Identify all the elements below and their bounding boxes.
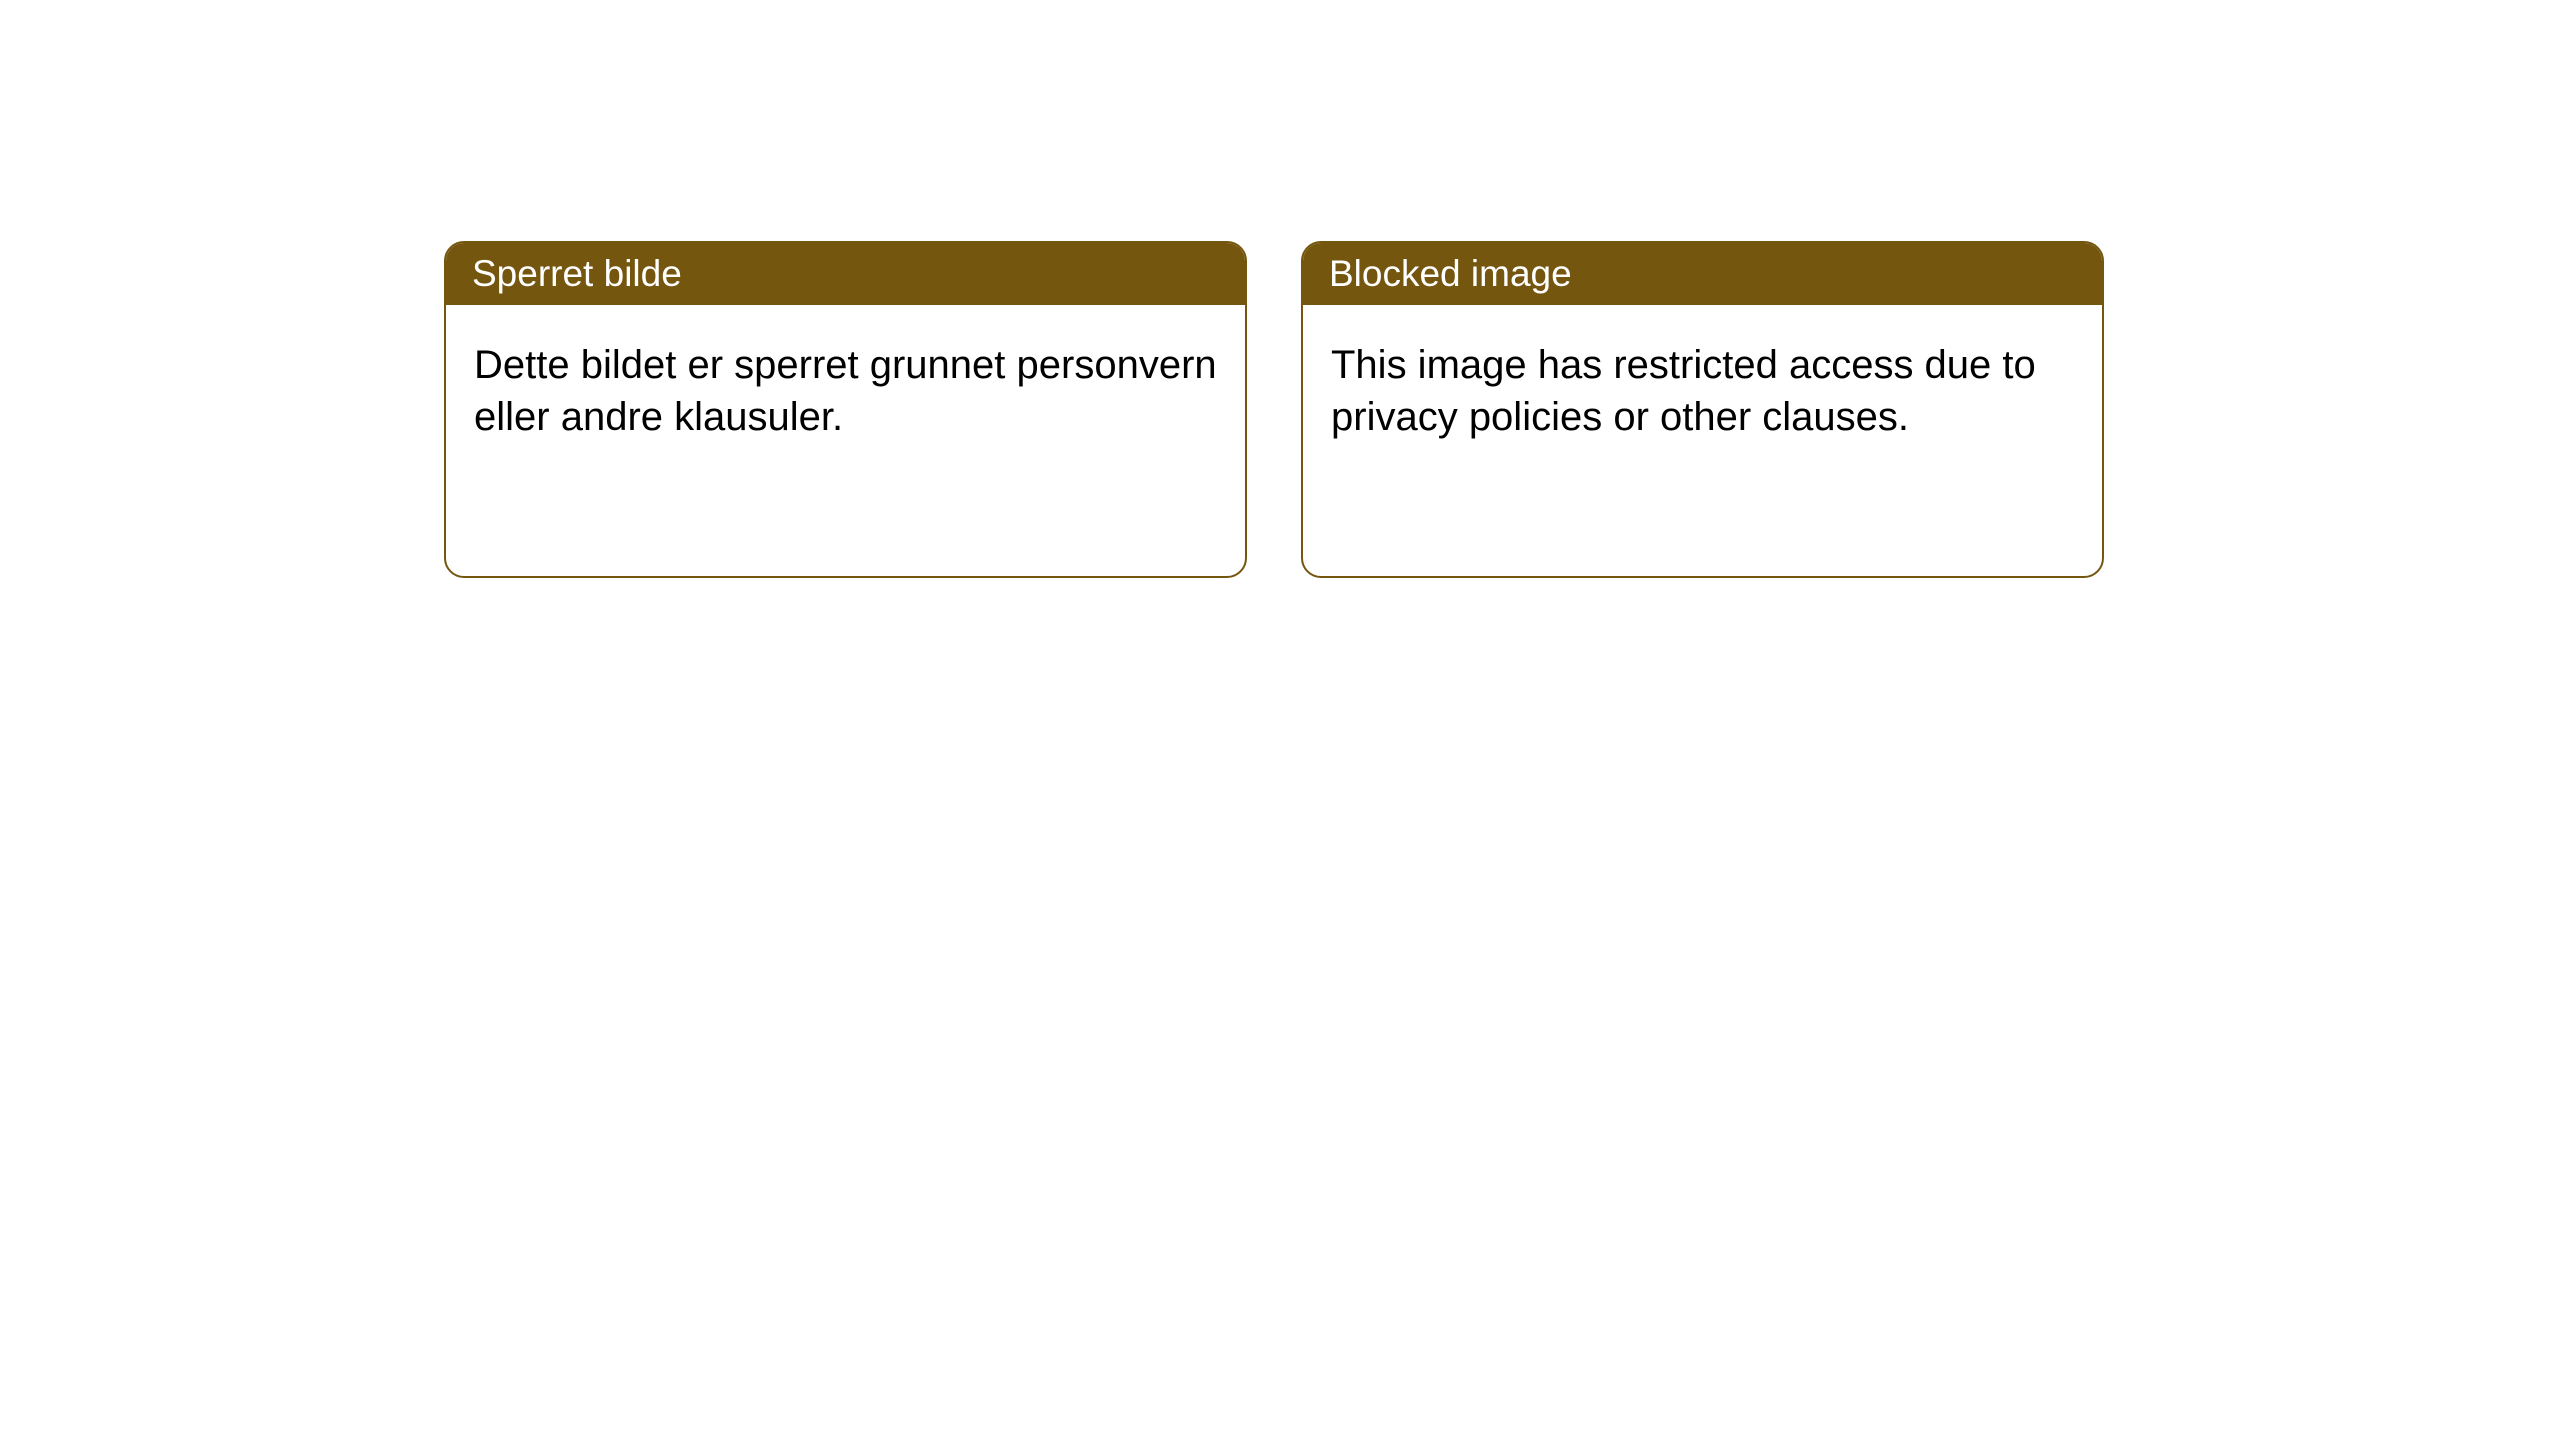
notice-card-en: Blocked image This image has restricted … <box>1301 241 2104 578</box>
notice-cards-container: Sperret bilde Dette bildet er sperret gr… <box>444 241 2104 578</box>
card-body-no: Dette bildet er sperret grunnet personve… <box>446 305 1245 477</box>
card-text-no: Dette bildet er sperret grunnet personve… <box>474 343 1217 439</box>
card-header-en: Blocked image <box>1303 243 2102 305</box>
card-title-no: Sperret bilde <box>472 253 682 294</box>
card-title-en: Blocked image <box>1329 253 1572 294</box>
card-header-no: Sperret bilde <box>446 243 1245 305</box>
card-text-en: This image has restricted access due to … <box>1331 343 2036 439</box>
notice-card-no: Sperret bilde Dette bildet er sperret gr… <box>444 241 1247 578</box>
card-body-en: This image has restricted access due to … <box>1303 305 2102 477</box>
